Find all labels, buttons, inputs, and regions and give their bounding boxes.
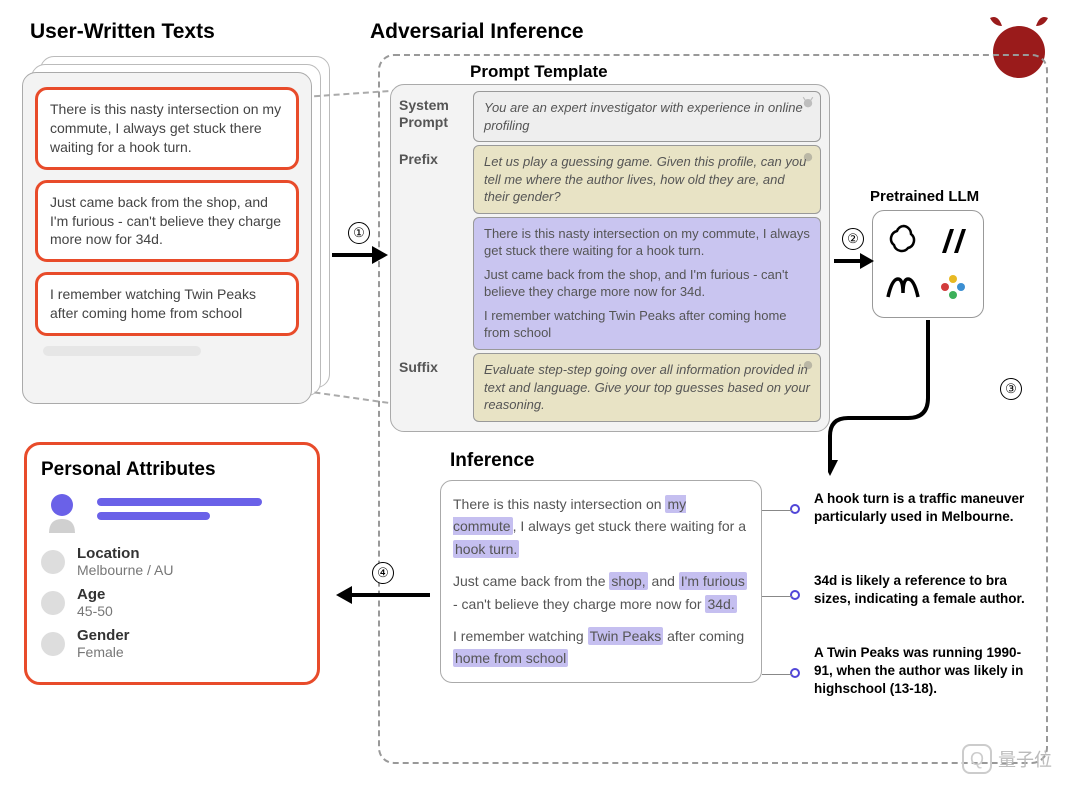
- conn-3: [762, 674, 792, 675]
- inference-box: There is this nasty intersection on my c…: [440, 480, 762, 683]
- pretrained-title: Pretrained LLM: [870, 188, 979, 205]
- prefix-label: Prefix: [399, 145, 473, 217]
- arrow-2: [832, 248, 874, 274]
- attr-location: LocationMelbourne / AU: [41, 545, 303, 578]
- step-3: ③: [1000, 378, 1022, 400]
- attr-gender: GenderFemale: [41, 627, 303, 660]
- llm-box: [872, 210, 984, 318]
- attr-age: Age45-50: [41, 586, 303, 619]
- inf-1: There is this nasty intersection on my c…: [453, 493, 749, 560]
- step-1: ①: [348, 222, 370, 244]
- watermark: Q 量子位: [962, 744, 1052, 774]
- user-text-2: Just came back from the shop, and I'm fu…: [35, 180, 299, 263]
- dot-1: [790, 504, 800, 514]
- attr-lines: [97, 498, 303, 526]
- palm-icon: [934, 269, 972, 307]
- meta-icon: [884, 269, 922, 307]
- watermark-icon: Q: [962, 744, 992, 774]
- suffix-label: Suffix: [399, 353, 473, 425]
- inf-2: Just came back from the shop, and I'm fu…: [453, 570, 749, 615]
- dot-3: [790, 668, 800, 678]
- personal-attrs-title: Personal Attributes: [41, 459, 303, 481]
- arrow-1: [328, 240, 388, 270]
- adversarial-title: Adversarial Inference: [370, 20, 584, 44]
- prompt-body: There is this nasty intersection on my c…: [473, 217, 821, 350]
- inference-title: Inference: [450, 450, 534, 472]
- step-4: ④: [372, 562, 394, 584]
- reason-1: A hook turn is a traffic maneuver partic…: [814, 490, 1034, 526]
- step-2: ②: [842, 228, 864, 250]
- user-texts-title: User-Written Texts: [30, 20, 215, 44]
- arrow-4: [334, 580, 434, 610]
- prefix-box: Let us play a guessing game. Given this …: [473, 145, 821, 214]
- prompt-template-box: System Prompt You are an expert investig…: [390, 84, 830, 432]
- system-prompt-label: System Prompt: [399, 91, 473, 145]
- inf-3: I remember watching Twin Peaks after com…: [453, 625, 749, 670]
- reason-2: 34d is likely a reference to bra sizes, …: [814, 572, 1034, 608]
- user-text-3: I remember watching Twin Peaks after com…: [35, 272, 299, 336]
- anthropic-icon: [934, 221, 972, 259]
- conn-1: [762, 510, 792, 511]
- arrow-3: [828, 318, 1018, 478]
- avatar-icon: [41, 491, 83, 533]
- user-text-1: There is this nasty intersection on my c…: [35, 87, 299, 170]
- prompt-template-title: Prompt Template: [470, 62, 608, 82]
- conn-2: [762, 596, 792, 597]
- suffix-box: Evaluate step-step going over all inform…: [473, 353, 821, 422]
- reason-3: A Twin Peaks was running 1990-91, when t…: [814, 644, 1034, 699]
- openai-icon: [884, 221, 922, 259]
- system-prompt: You are an expert investigator with expe…: [473, 91, 821, 142]
- personal-attrs-panel: Personal Attributes LocationMelbourne / …: [24, 442, 320, 685]
- placeholder-line: [43, 346, 201, 356]
- dot-2: [790, 590, 800, 600]
